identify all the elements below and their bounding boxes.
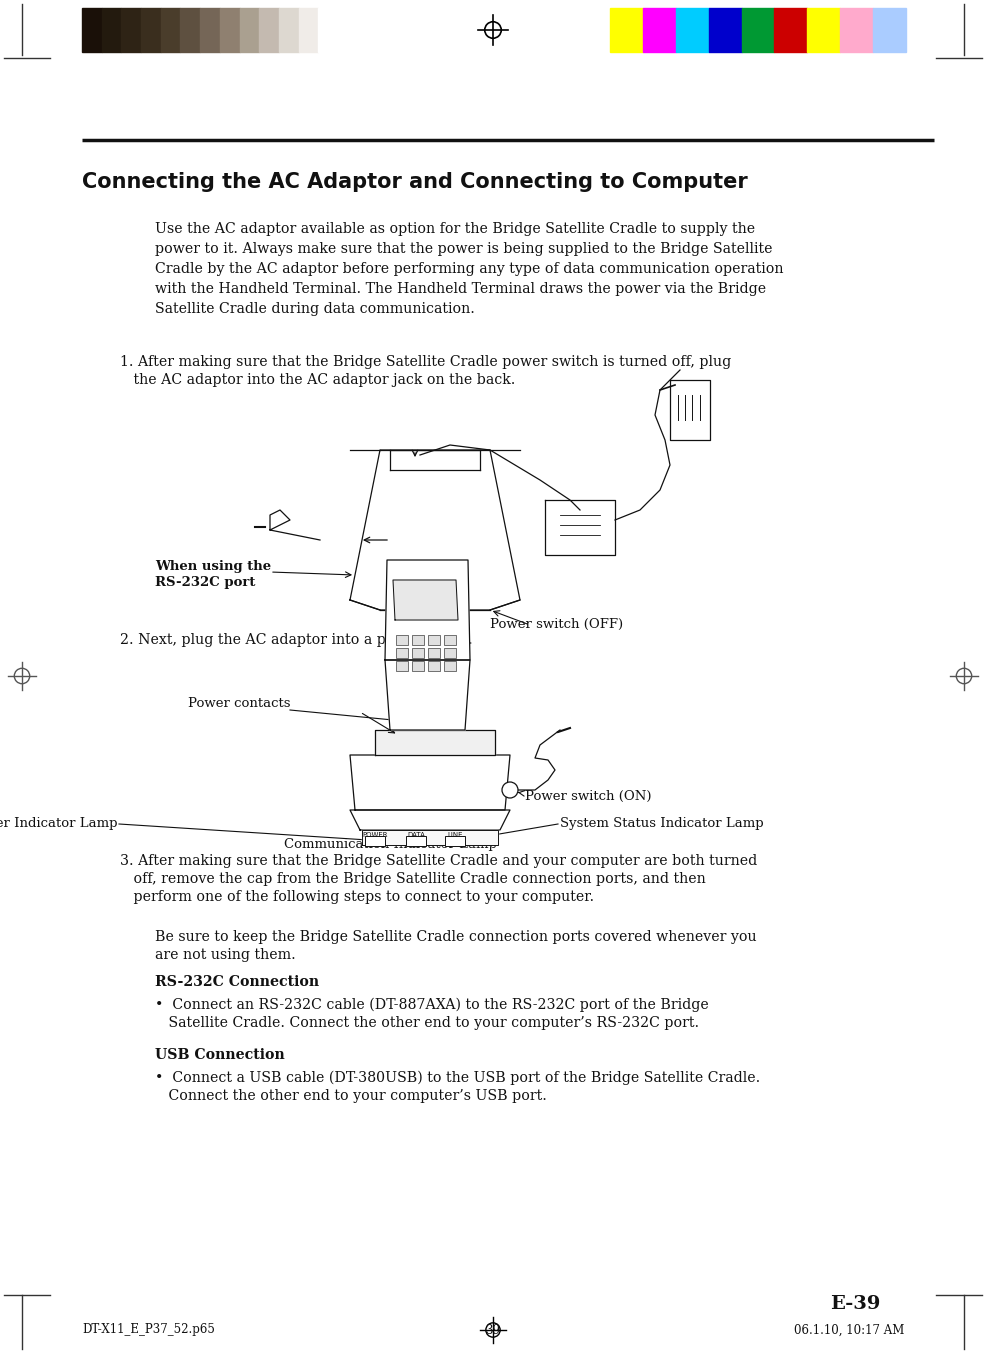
Bar [406, 836, 426, 846]
Bar [675, 8, 709, 51]
Bar [444, 648, 456, 658]
Bar [874, 8, 906, 51]
Bar [774, 8, 808, 51]
Bar [840, 8, 874, 51]
Text: Communication Indicator Lamp: Communication Indicator Lamp [284, 838, 496, 851]
Bar [428, 635, 440, 645]
Bar [709, 8, 741, 51]
Text: 06.1.10, 10:17 AM: 06.1.10, 10:17 AM [794, 1323, 904, 1337]
Bar [82, 8, 102, 51]
Text: 1. After making sure that the Bridge Satellite Cradle power switch is turned off: 1. After making sure that the Bridge Sat… [120, 354, 732, 369]
Text: Power contacts: Power contacts [187, 697, 290, 710]
Bar [180, 8, 200, 51]
Text: perform one of the following steps to connect to your computer.: perform one of the following steps to co… [120, 890, 595, 904]
Bar [808, 8, 840, 51]
Polygon shape [385, 560, 470, 660]
Bar [610, 8, 643, 51]
Bar [444, 662, 456, 671]
Bar [412, 662, 424, 671]
Bar [200, 8, 220, 51]
Bar [412, 648, 424, 658]
Polygon shape [393, 580, 458, 620]
Text: DT-X11_E_P37_52.p65: DT-X11_E_P37_52.p65 [82, 1323, 215, 1337]
Bar [365, 836, 385, 846]
Bar [318, 8, 338, 51]
Text: Be sure to keep the Bridge Satellite Cradle connection ports covered whenever yo: Be sure to keep the Bridge Satellite Cra… [155, 930, 756, 944]
Text: Power switch (ON): Power switch (ON) [525, 790, 652, 802]
Text: Connecting the AC Adaptor and Connecting to Computer: Connecting the AC Adaptor and Connecting… [82, 172, 747, 192]
Bar [445, 836, 465, 846]
Bar [220, 8, 240, 51]
Bar [299, 8, 318, 51]
Bar [444, 635, 456, 645]
Polygon shape [350, 755, 510, 810]
Text: USB Connection: USB Connection [155, 1049, 285, 1062]
Text: Connect the other end to your computer’s USB port.: Connect the other end to your computer’s… [155, 1089, 547, 1103]
Text: the AC adaptor into the AC adaptor jack on the back.: the AC adaptor into the AC adaptor jack … [120, 373, 516, 387]
Text: Use the AC adaptor available as option for the Bridge Satellite Cradle to supply: Use the AC adaptor available as option f… [155, 222, 784, 317]
Bar [428, 662, 440, 671]
Bar [102, 8, 121, 51]
Text: are not using them.: are not using them. [155, 948, 296, 962]
Text: LINE: LINE [448, 832, 462, 838]
Bar [396, 662, 408, 671]
Text: E-39: E-39 [830, 1295, 880, 1312]
Bar [141, 8, 161, 51]
Text: 2. Next, plug the AC adaptor into a power outlet.: 2. Next, plug the AC adaptor into a powe… [120, 633, 472, 647]
Text: Power switch (OFF): Power switch (OFF) [490, 618, 623, 630]
Bar [412, 635, 424, 645]
Polygon shape [362, 829, 498, 846]
Polygon shape [375, 731, 495, 755]
Bar [741, 8, 774, 51]
Bar [396, 648, 408, 658]
Bar [279, 8, 299, 51]
Text: POWER: POWER [362, 832, 387, 838]
Text: 3. After making sure that the Bridge Satellite Cradle and your computer are both: 3. After making sure that the Bridge Sat… [120, 854, 757, 869]
Bar [396, 635, 408, 645]
Text: 39: 39 [485, 1323, 501, 1337]
Circle shape [502, 782, 518, 798]
Text: System Status Indicator Lamp: System Status Indicator Lamp [560, 817, 763, 831]
Bar [259, 8, 279, 51]
Bar [121, 8, 141, 51]
Bar [428, 648, 440, 658]
Text: •  Connect a USB cable (DT-380USB) to the USB port of the Bridge Satellite Cradl: • Connect a USB cable (DT-380USB) to the… [155, 1072, 760, 1085]
Text: off, remove the cap from the Bridge Satellite Cradle connection ports, and then: off, remove the cap from the Bridge Sate… [120, 871, 706, 886]
Polygon shape [350, 810, 510, 829]
Bar [240, 8, 259, 51]
Text: Power Indicator Lamp: Power Indicator Lamp [0, 817, 118, 831]
Polygon shape [385, 660, 470, 731]
Bar [161, 8, 180, 51]
Text: DATA: DATA [407, 832, 425, 838]
Text: When using the
RS-232C port: When using the RS-232C port [155, 560, 271, 589]
Text: RS-232C Connection: RS-232C Connection [155, 976, 319, 989]
Bar [643, 8, 675, 51]
Text: Satellite Cradle. Connect the other end to your computer’s RS-232C port.: Satellite Cradle. Connect the other end … [155, 1016, 699, 1030]
Text: •  Connect an RS-232C cable (DT-887AXA) to the RS-232C port of the Bridge: • Connect an RS-232C cable (DT-887AXA) t… [155, 999, 709, 1012]
